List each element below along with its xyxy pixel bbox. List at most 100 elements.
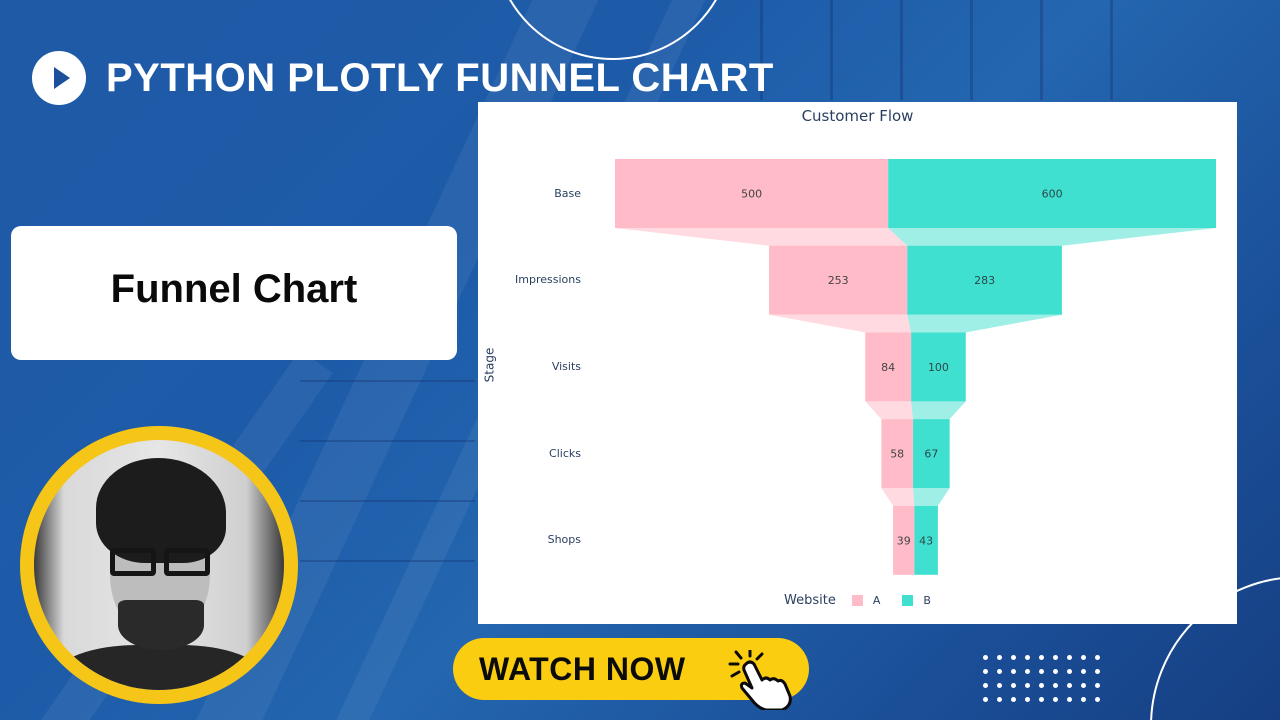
funnel-bar-b[interactable] [913,419,950,489]
decorative-dot [983,683,988,688]
bar-value-b: 283 [974,274,995,287]
decorative-dot [1011,669,1016,674]
bar-value-a: 58 [890,448,904,461]
bg-window-line [300,380,475,382]
play-icon [32,51,86,105]
bg-window-line [830,0,833,100]
decorative-dot [1081,683,1086,688]
funnel-bar-a[interactable] [769,245,908,315]
label-card-text: Funnel Chart [110,266,358,311]
decorative-dot [1081,655,1086,660]
decorative-dot [997,669,1002,674]
decorative-dot [1067,655,1072,660]
decorative-dot [1095,655,1100,660]
decorative-dot [1067,683,1072,688]
bg-window-line [300,500,475,502]
decorative-dot [1039,655,1044,660]
funnel-bar-a[interactable] [615,159,889,228]
funnel-bar-a[interactable] [865,332,912,402]
decorative-dot [1025,697,1030,702]
legend-swatch-b [902,595,914,606]
decorative-dot [1011,655,1016,660]
label-card: Funnel Chart [11,226,457,360]
funnel-bar-b[interactable] [907,245,1062,315]
bg-window-line [300,560,475,562]
bar-value-a: 39 [897,534,911,547]
legend-item-a[interactable]: A [851,594,881,607]
connector-b [907,314,1062,333]
connector-b [888,228,1216,246]
decorative-dot [1039,697,1044,702]
bar-value-a: 500 [741,188,762,201]
decorative-dot-grid [983,655,1109,711]
decorative-dot [1025,655,1030,660]
bg-window-line [1040,0,1043,100]
decorative-dot [983,655,988,660]
bg-window-line [970,0,973,100]
funnel-bar-a[interactable] [893,505,915,575]
stage-label-base: Base [554,187,581,200]
funnel-bar-b[interactable] [888,159,1216,228]
bar-value-b: 100 [928,361,949,374]
decorative-dot [997,655,1002,660]
decorative-dot [1053,683,1058,688]
headline-text: PYTHON PLOTLY FUNNEL CHART [106,55,774,100]
decorative-dot [1053,697,1058,702]
bg-window-line [1110,0,1113,100]
legend-label-a: A [872,594,881,607]
pointer-hand-click-icon [728,650,792,710]
legend-label-b: B [923,594,931,607]
stage-label-shops: Shops [547,533,581,546]
bg-window-line [760,0,763,100]
legend-title: Website [784,593,836,608]
funnel-bar-b[interactable] [914,505,938,575]
decorative-dot [1067,669,1072,674]
stage-label-impressions: Impressions [515,273,581,286]
decorative-dot [997,697,1002,702]
decorative-dot [1095,683,1100,688]
stage-label-visits: Visits [551,360,581,373]
bg-window-line [300,440,475,442]
decorative-dot [1053,655,1058,660]
legend-swatch-a [851,595,863,606]
bar-value-b: 67 [924,448,938,461]
funnel-chart: Customer Flow Stage Base Impressions Vis… [478,102,1237,624]
decorative-dot [983,669,988,674]
decorative-dot [1025,669,1030,674]
connector-b [911,401,966,420]
connector-b [913,488,950,506]
decorative-dot [1011,697,1016,702]
bar-value-a: 84 [881,361,895,374]
legend: Website A B [784,593,945,608]
legend-item-b[interactable]: B [902,594,931,607]
decorative-dot [983,697,988,702]
bar-value-b: 43 [919,534,933,547]
decorative-dot [1011,683,1016,688]
funnel-bar-a[interactable] [881,419,914,489]
decorative-dot [1081,697,1086,702]
funnel-bar-b[interactable] [911,332,966,402]
decorative-dot [1095,669,1100,674]
decorative-dot [1025,683,1030,688]
decorative-dot [1039,683,1044,688]
decorative-dot [1067,697,1072,702]
presenter-avatar [20,426,298,704]
chart-title: Customer Flow [801,107,914,125]
presenter-photo [34,440,284,690]
decorative-dot [1081,669,1086,674]
bar-value-a: 253 [828,274,849,287]
decorative-dot [1053,669,1058,674]
bar-value-b: 600 [1042,188,1063,201]
headline: PYTHON PLOTLY FUNNEL CHART [32,50,774,106]
funnel-plot-area: 500 600 253 283 84 100 58 67 39 43 [615,159,1216,575]
stage-label-clicks: Clicks [549,447,581,460]
bg-window-line [900,0,903,100]
watch-now-label: WATCH NOW [479,650,686,687]
connector-a [865,401,914,420]
decorative-dot [997,683,1002,688]
connector-a [881,488,915,506]
connector-a [615,228,908,246]
decorative-dot [1039,669,1044,674]
decorative-dot [1095,697,1100,702]
connector-a [769,314,912,333]
